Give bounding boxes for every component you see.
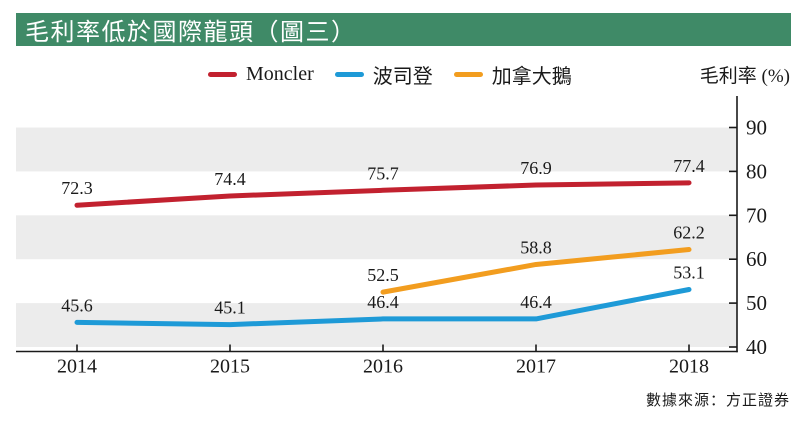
legend-swatch-bosideng (334, 71, 364, 77)
shaded-band (16, 127, 737, 172)
x-tick-label: 2014 (57, 356, 97, 378)
legend-swatch-moncler (208, 71, 237, 77)
y-tick-label: 90 (746, 116, 767, 140)
series-line-加拿大鵝 (380, 247, 692, 295)
x-tick-label: 2015 (210, 356, 250, 378)
legend: Moncler 波司登 加拿大鵝 (208, 63, 572, 88)
data-label: 77.4 (673, 156, 705, 176)
data-label: 53.1 (673, 262, 705, 282)
y-tick-label: 70 (746, 203, 767, 227)
x-tick-label: 2016 (363, 356, 403, 378)
legend-label-bosideng: 波司登 (372, 65, 433, 88)
data-label: 62.2 (673, 223, 705, 243)
chart-title: 毛利率低於國際龍頭（圖三） (25, 20, 357, 46)
data-label: 74.4 (214, 169, 246, 189)
series-line-Moncler (74, 180, 692, 208)
x-tick-label: 2018 (669, 356, 709, 378)
y-tick-label: 80 (746, 159, 767, 183)
legend-swatch-canada-goose (453, 71, 483, 77)
y-tick-label: 40 (746, 335, 767, 359)
y-axis-title: 毛利率 (%) (699, 66, 790, 87)
data-label: 45.1 (214, 298, 246, 318)
legend-item-moncler: Moncler (208, 63, 314, 86)
series-line-波司登 (74, 286, 692, 328)
legend-label-canada-goose: 加拿大鵝 (491, 65, 572, 88)
legend-item-canada-goose: 加拿大鵝 (453, 60, 572, 89)
data-label: 76.9 (520, 158, 552, 178)
y-tick-label: 50 (746, 291, 767, 315)
legend-item-bosideng: 波司登 (334, 60, 433, 89)
data-label: 52.5 (367, 265, 399, 285)
data-label: 46.4 (520, 292, 552, 312)
legend-label-moncler: Moncler (246, 62, 314, 85)
source-note: 數據來源：方正證券 (645, 393, 790, 409)
data-label: 72.3 (61, 178, 93, 198)
data-label: 58.8 (520, 237, 552, 257)
shaded-band (16, 215, 737, 260)
data-label: 45.6 (61, 295, 93, 315)
chart-title-bar: 毛利率低於國際龍頭（圖三） (16, 13, 791, 46)
y-tick-label: 60 (746, 247, 767, 271)
x-tick-label: 2017 (516, 356, 556, 378)
data-label: 75.7 (367, 163, 399, 183)
data-label: 46.4 (367, 292, 399, 312)
